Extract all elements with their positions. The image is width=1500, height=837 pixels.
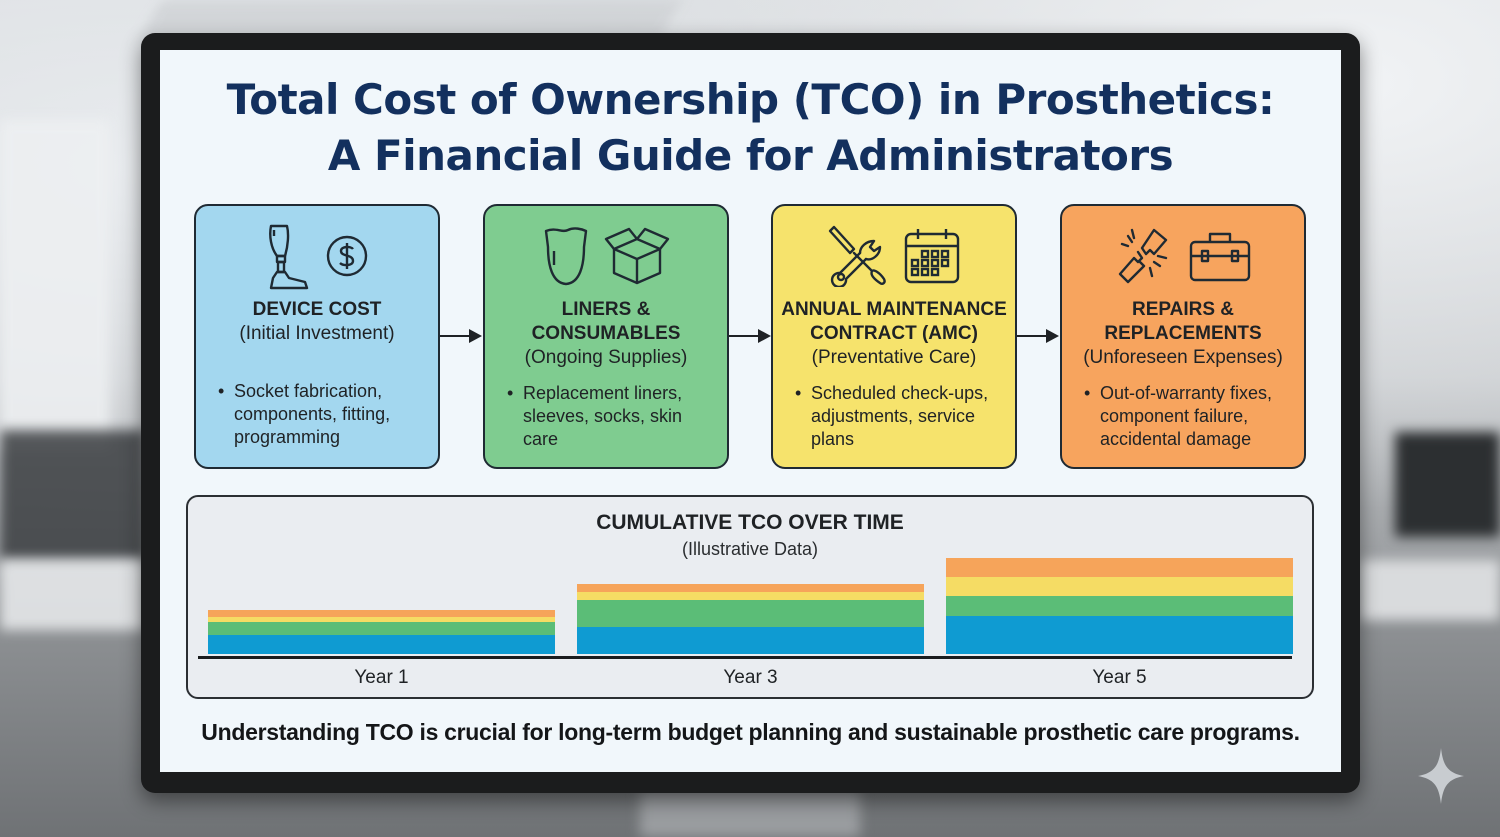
footer-summary: Understanding TCO is crucial for long-te… xyxy=(201,719,1300,745)
bar-segment xyxy=(577,592,924,600)
prosthetic-leg-icon xyxy=(269,224,309,290)
background-desk-left xyxy=(0,560,145,630)
bullet-item: Socket fabrication,components, fitting,p… xyxy=(218,380,420,449)
dollar-coin-icon xyxy=(326,235,368,277)
bar-segment xyxy=(946,596,1293,616)
open-box-icon xyxy=(604,227,670,285)
bar-segment xyxy=(208,635,555,654)
stacked-bar xyxy=(946,558,1293,654)
card-icons xyxy=(196,206,438,298)
title-line-2: A Financial Guide for Administrators xyxy=(327,131,1174,180)
flow-arrow-icon xyxy=(440,329,482,343)
card-subtitle: (Unforeseen Expenses) xyxy=(1083,347,1283,368)
bullet-item: Out-of-warranty fixes,component failure,… xyxy=(1084,382,1286,451)
cumulative-tco-chart: CUMULATIVE TCO OVER TIME (Illustrative D… xyxy=(186,495,1314,699)
bar-segment xyxy=(208,617,555,622)
card-heading: DEVICE COST xyxy=(252,299,382,320)
background-desk-right xyxy=(1360,560,1500,620)
calendar-icon xyxy=(904,229,960,284)
bar-segment xyxy=(577,627,924,654)
page-title: Total Cost of Ownership (TCO) in Prosthe… xyxy=(160,72,1341,184)
stacked-bar xyxy=(577,584,924,654)
card-icons xyxy=(773,206,1015,298)
card-bullets: Out-of-warranty fixes,component failure,… xyxy=(1062,382,1304,451)
bullet-item: Scheduled check-ups,adjustments, service… xyxy=(795,382,997,451)
bar-segment xyxy=(946,577,1293,596)
chart-baseline xyxy=(198,656,1292,659)
card-subtitle: (Initial Investment) xyxy=(239,323,395,344)
bar-segment xyxy=(208,622,555,635)
broken-part-icon xyxy=(1118,228,1168,284)
card-bullets: Socket fabrication,components, fitting,p… xyxy=(196,380,438,449)
card-heading-2: CONSUMABLES xyxy=(531,323,681,344)
x-axis-label: Year 5 xyxy=(1092,667,1147,688)
bullet-item: Replacement liners,sleeves, socks, skinc… xyxy=(507,382,709,451)
monitor-stand xyxy=(640,790,860,837)
title-line-1: Total Cost of Ownership (TCO) in Prosthe… xyxy=(226,75,1275,124)
background-window xyxy=(0,120,110,450)
card-subtitle: (Preventative Care) xyxy=(811,347,977,368)
card-repairs-replacements: REPAIRS & REPLACEMENTS (Unforeseen Expen… xyxy=(1060,204,1306,469)
flow-arrow-icon xyxy=(729,329,771,343)
card-heading: ANNUAL MAINTENANCE xyxy=(781,299,1007,320)
chart-subtitle: (Illustrative Data) xyxy=(681,539,819,559)
liner-sleeve-icon xyxy=(544,227,588,286)
card-heading: REPAIRS & xyxy=(1131,299,1235,320)
wrench-screwdriver-icon xyxy=(828,225,886,287)
bar-segment xyxy=(946,558,1293,577)
card-heading-2: CONTRACT (AMC) xyxy=(810,323,978,344)
card-icons xyxy=(1062,206,1304,298)
x-axis-label: Year 3 xyxy=(723,667,778,688)
card-heading-2: REPLACEMENTS xyxy=(1104,323,1262,344)
stacked-bar xyxy=(208,610,555,654)
bar-segment xyxy=(577,584,924,592)
card-heading: LINERS & xyxy=(561,299,651,320)
chart-title: CUMULATIVE TCO OVER TIME xyxy=(596,511,904,534)
background-monitor-left xyxy=(0,430,145,560)
card-bullets: Scheduled check-ups,adjustments, service… xyxy=(773,382,1015,451)
background-monitor-right xyxy=(1395,432,1500,537)
card-subtitle: (Ongoing Supplies) xyxy=(524,347,688,368)
card-icons xyxy=(485,206,727,298)
card-annual-maintenance: ANNUAL MAINTENANCE CONTRACT (AMC) (Preve… xyxy=(771,204,1017,469)
sparkle-icon xyxy=(1418,748,1464,804)
toolbox-icon xyxy=(1189,232,1251,282)
x-axis-label: Year 1 xyxy=(354,667,409,688)
card-bullets: Replacement liners,sleeves, socks, skinc… xyxy=(485,382,727,451)
card-liners-consumables: LINERS & CONSUMABLES (Ongoing Supplies) … xyxy=(483,204,729,469)
flow-arrow-icon xyxy=(1017,329,1059,343)
bar-segment xyxy=(946,616,1293,654)
card-device-cost: DEVICE COST (Initial Investment) Socket … xyxy=(194,204,440,469)
bar-segment xyxy=(577,600,924,627)
bar-segment xyxy=(208,610,555,617)
